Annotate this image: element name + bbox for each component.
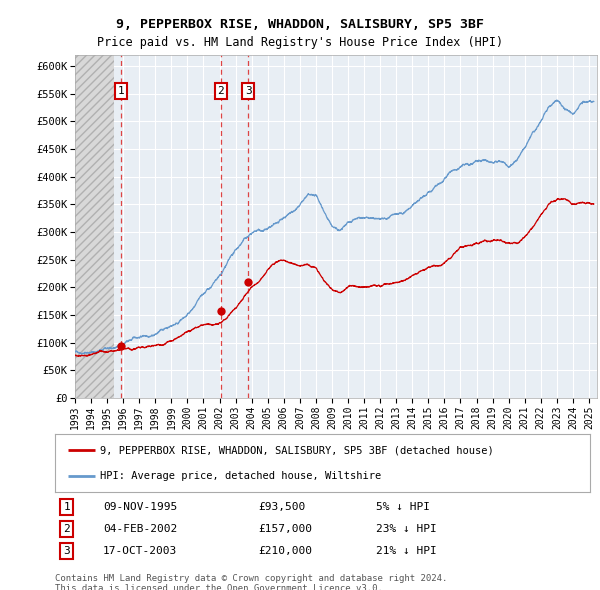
Text: Contains HM Land Registry data © Crown copyright and database right 2024.: Contains HM Land Registry data © Crown c… [55, 574, 448, 583]
Text: 9, PEPPERBOX RISE, WHADDON, SALISBURY, SP5 3BF (detached house): 9, PEPPERBOX RISE, WHADDON, SALISBURY, S… [100, 445, 494, 455]
Text: This data is licensed under the Open Government Licence v3.0.: This data is licensed under the Open Gov… [55, 584, 383, 590]
Text: 5% ↓ HPI: 5% ↓ HPI [376, 502, 430, 512]
Text: 04-FEB-2002: 04-FEB-2002 [103, 524, 178, 534]
Text: 3: 3 [64, 546, 70, 556]
Text: 1: 1 [64, 502, 70, 512]
Text: £210,000: £210,000 [259, 546, 313, 556]
Text: 3: 3 [245, 86, 251, 96]
Text: 9, PEPPERBOX RISE, WHADDON, SALISBURY, SP5 3BF: 9, PEPPERBOX RISE, WHADDON, SALISBURY, S… [116, 18, 484, 31]
Text: 23% ↓ HPI: 23% ↓ HPI [376, 524, 437, 534]
Text: 2: 2 [64, 524, 70, 534]
Text: HPI: Average price, detached house, Wiltshire: HPI: Average price, detached house, Wilt… [100, 471, 382, 481]
Text: 1: 1 [118, 86, 124, 96]
Text: 21% ↓ HPI: 21% ↓ HPI [376, 546, 437, 556]
Text: 2: 2 [218, 86, 224, 96]
Text: £93,500: £93,500 [259, 502, 305, 512]
Text: 17-OCT-2003: 17-OCT-2003 [103, 546, 178, 556]
Text: Price paid vs. HM Land Registry's House Price Index (HPI): Price paid vs. HM Land Registry's House … [97, 36, 503, 49]
Text: £157,000: £157,000 [259, 524, 313, 534]
Text: 09-NOV-1995: 09-NOV-1995 [103, 502, 178, 512]
